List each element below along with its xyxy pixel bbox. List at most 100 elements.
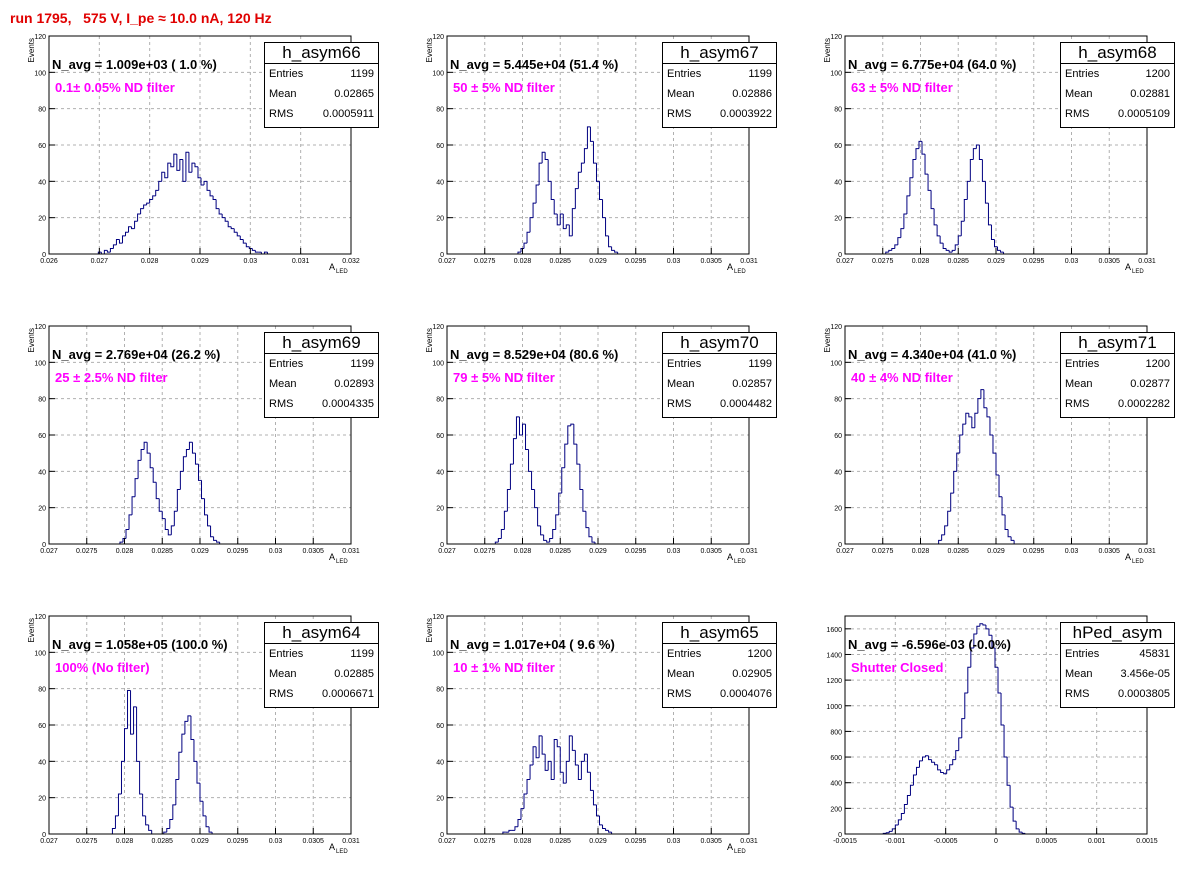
y-tick-label: 120 <box>830 324 842 331</box>
histogram-bin <box>140 208 144 215</box>
histogram-bin <box>956 452 960 472</box>
histogram-bin <box>568 735 573 762</box>
stats-box-title: h_asym69 <box>265 333 378 354</box>
histogram-svg: 0.027 0.0275 0.028 0.0285 0.029 0.0295 0.03 0.0… <box>823 324 1156 565</box>
stats-rms-label: RMS <box>269 688 294 700</box>
histogram-bin <box>166 828 170 833</box>
histogram-bin <box>576 444 580 465</box>
stats-entries-row: Entries 45831 <box>1061 644 1174 664</box>
stats-entries-row: Entries 1199 <box>265 64 378 84</box>
y-tick-label: 120 <box>432 614 444 621</box>
stats-mean-label: Mean <box>667 668 695 680</box>
histogram-bin <box>131 496 136 515</box>
histogram-bin <box>565 760 570 784</box>
x-tick-label: -0.0005 <box>934 838 958 845</box>
y-tick-label: 80 <box>436 107 444 114</box>
x-tick-label: 0.0275 <box>76 548 98 555</box>
x-tick-label: 0.028 <box>912 258 930 265</box>
histogram-bin <box>535 746 540 759</box>
histogram-bin <box>506 489 511 512</box>
histogram-bin <box>109 248 114 253</box>
y-tick-label: 80 <box>436 397 444 404</box>
histogram-bin <box>233 228 238 233</box>
histogram-bin <box>242 239 247 244</box>
histogram-bin <box>565 224 570 229</box>
stats-mean-row: Mean 3.456e-05 <box>1061 664 1174 684</box>
histogram-bin <box>532 746 537 765</box>
x-tick-label: 0.027 <box>438 838 456 845</box>
x-tick-label: 0.0295 <box>1023 548 1045 555</box>
histogram-bin <box>1007 529 1012 538</box>
histogram-bin <box>912 774 917 786</box>
stats-rms-row: RMS 0.0006671 <box>265 684 378 704</box>
histogram-bin <box>525 424 529 451</box>
y-tick-label: 0 <box>440 542 444 549</box>
histogram-bin <box>580 760 585 780</box>
histogram-bin <box>577 764 582 780</box>
y-tick-label: 60 <box>436 723 444 730</box>
stats-entries-label: Entries <box>667 648 702 660</box>
y-tick-label: 0 <box>440 832 444 839</box>
stats-entries-row: Entries 1199 <box>265 644 378 664</box>
x-tick-label: 0.0305 <box>701 838 723 845</box>
histogram-bin <box>963 199 968 222</box>
y-tick-label: 1000 <box>826 704 842 711</box>
histogram-bin <box>909 784 914 796</box>
histogram-bin <box>207 514 211 527</box>
histogram-bin <box>939 235 944 244</box>
histogram-bin <box>1004 514 1009 530</box>
histogram-bin <box>934 762 938 766</box>
histogram-bin <box>550 181 555 200</box>
x-axis-title-subscript: LED <box>734 269 746 275</box>
histogram-bin <box>497 538 502 543</box>
histogram-bin <box>134 220 138 229</box>
histogram-bin <box>975 144 980 149</box>
histogram-bin <box>251 248 256 251</box>
histogram-panel: 0.027 0.0275 0.028 0.0285 0.029 0.0295 0.03 0.0… <box>398 600 796 890</box>
y-tick-label: 40 <box>834 469 842 476</box>
histogram-panel: 0.027 0.0275 0.028 0.0285 0.029 0.0295 0.03 0.0… <box>796 20 1194 310</box>
y-tick-label: 100 <box>432 70 444 77</box>
x-tick-label: 0.031 <box>292 258 310 265</box>
y-tick-label: 100 <box>432 360 444 367</box>
x-tick-label: 0.031 <box>1138 258 1156 265</box>
histogram-bin <box>962 423 966 435</box>
x-tick-label: 0.001 <box>1088 838 1106 845</box>
x-tick-label: 0.0275 <box>872 258 894 265</box>
histogram-bin <box>203 180 208 185</box>
histogram-bin <box>989 416 993 436</box>
histogram-bin <box>595 163 600 182</box>
histogram-bin <box>236 232 241 237</box>
histogram-svg: 0.027 0.0275 0.028 0.0285 0.029 0.0295 0.03 0.0… <box>425 324 758 565</box>
y-tick-label: 60 <box>834 143 842 150</box>
y-tick-label: 800 <box>830 729 842 736</box>
histogram-bin <box>509 463 514 490</box>
y-axis-title: Events <box>27 38 36 62</box>
histogram-bin <box>570 423 574 426</box>
y-tick-label: 40 <box>38 469 46 476</box>
histogram-bin <box>535 184 540 204</box>
stats-entries-row: Entries 1200 <box>663 644 776 664</box>
y-tick-label: 80 <box>436 687 444 694</box>
histogram-bin <box>137 459 142 479</box>
x-axis-title: A <box>727 552 733 562</box>
histogram-bin <box>567 425 571 445</box>
histogram-bin <box>983 389 987 409</box>
histogram-bin <box>178 751 182 780</box>
histogram-bin <box>562 772 567 784</box>
y-tick-label: 60 <box>38 143 46 150</box>
histogram-bin <box>605 217 609 237</box>
stats-mean-value: 0.02857 <box>732 378 772 390</box>
x-tick-label: 0.029 <box>589 548 607 555</box>
histogram-bin <box>167 162 171 178</box>
y-tick-label: 600 <box>830 755 842 762</box>
histogram-bin <box>592 790 597 806</box>
histogram-bin <box>924 154 929 175</box>
y-tick-label: 80 <box>834 107 842 114</box>
histogram-bin <box>888 830 893 833</box>
stats-rms-label: RMS <box>1065 688 1090 700</box>
histogram-bin <box>540 525 544 536</box>
histogram-bin <box>131 226 135 230</box>
x-tick-label: 0.027 <box>836 548 854 555</box>
histogram-bin <box>263 251 268 254</box>
